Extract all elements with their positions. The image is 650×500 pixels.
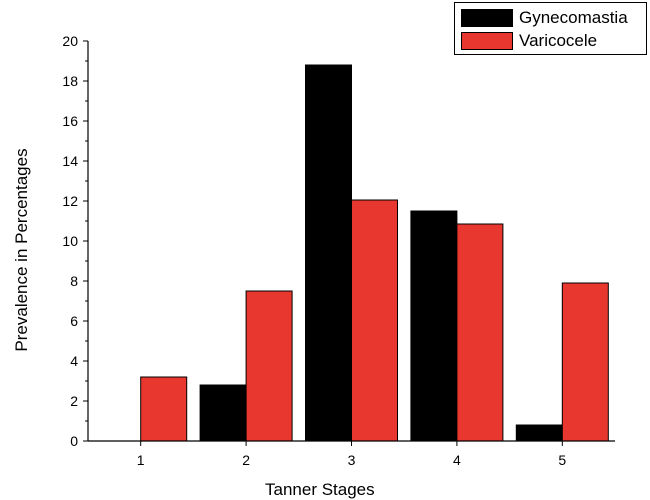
bar-gynecomastia-4 bbox=[410, 210, 458, 442]
bar-varicocele-3 bbox=[351, 199, 398, 442]
y-tick-label: 8 bbox=[70, 273, 78, 289]
legend: Gynecomastia Varicocele bbox=[454, 2, 647, 55]
legend-swatch-gynecomastia bbox=[461, 9, 513, 27]
y-tick-label: 12 bbox=[62, 193, 78, 209]
bar-varicocele-4 bbox=[456, 223, 504, 442]
y-tick-label: 10 bbox=[62, 233, 78, 249]
bar-varicocele-2 bbox=[245, 290, 293, 442]
y-tick-label: 14 bbox=[62, 153, 78, 169]
x-tick-label: 1 bbox=[137, 452, 145, 468]
y-axis-title: Prevalence in Percentages bbox=[12, 148, 31, 352]
legend-swatch-varicocele bbox=[461, 32, 513, 50]
y-tick-label: 2 bbox=[70, 393, 78, 409]
bar-varicocele-5 bbox=[561, 282, 609, 442]
bars-group bbox=[140, 64, 609, 442]
x-tick-label: 2 bbox=[242, 452, 250, 468]
bar-gynecomastia-5 bbox=[515, 424, 563, 442]
x-axis-title: Tanner Stages bbox=[265, 480, 375, 499]
y-tick-label: 6 bbox=[70, 313, 78, 329]
legend-label-gynecomastia: Gynecomastia bbox=[519, 8, 628, 27]
y-tick-label: 4 bbox=[70, 353, 78, 369]
bar-gynecomastia-2 bbox=[199, 384, 247, 442]
y-tick-label: 18 bbox=[62, 73, 78, 89]
bar-varicocele-1 bbox=[140, 376, 188, 442]
legend-label-varicocele: Varicocele bbox=[519, 31, 598, 50]
x-tick-label: 5 bbox=[558, 452, 566, 468]
y-tick-label: 20 bbox=[62, 33, 78, 49]
y-tick-label: 0 bbox=[70, 433, 78, 449]
x-tick-label: 3 bbox=[348, 452, 356, 468]
x-tick-label: 4 bbox=[453, 452, 461, 468]
legend-item-varicocele: Varicocele bbox=[461, 30, 597, 52]
y-tick-label: 16 bbox=[62, 113, 78, 129]
legend-item-gynecomastia: Gynecomastia bbox=[461, 7, 628, 29]
bar-gynecomastia-3 bbox=[305, 64, 352, 442]
